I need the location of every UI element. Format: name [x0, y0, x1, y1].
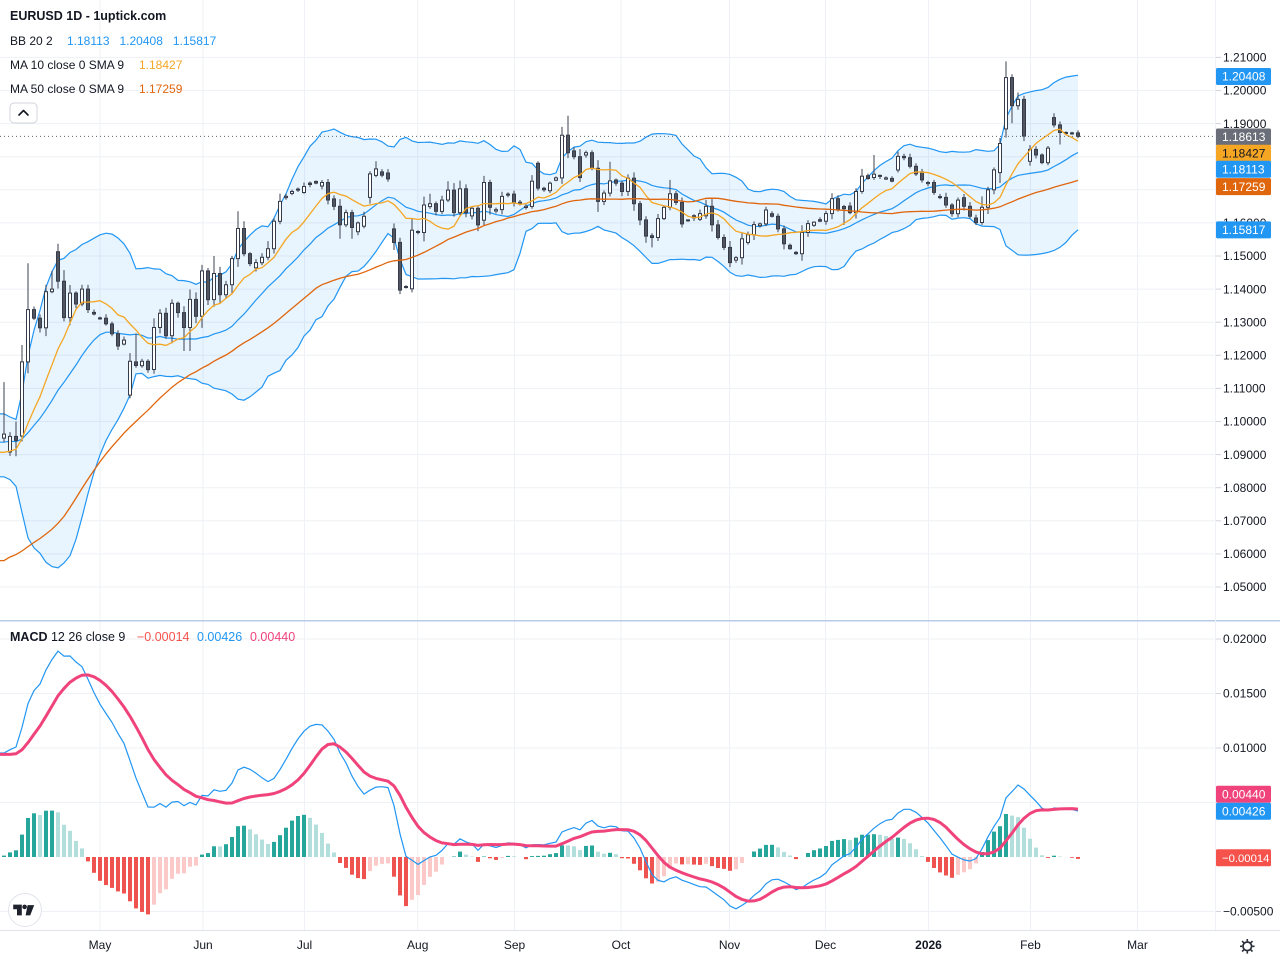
- svg-text:1.18113: 1.18113: [1222, 163, 1265, 177]
- svg-text:Nov: Nov: [719, 938, 740, 952]
- svg-text:EURUSD 1D - 1uptick.com: EURUSD 1D - 1uptick.com: [10, 9, 166, 23]
- svg-text:0.00426: 0.00426: [1222, 805, 1266, 819]
- svg-text:1.12000: 1.12000: [1223, 349, 1267, 363]
- svg-text:Sep: Sep: [504, 938, 526, 952]
- svg-text:Mar: Mar: [1127, 938, 1148, 952]
- svg-text:1.18427: 1.18427: [139, 58, 183, 72]
- svg-text:0.00440: 0.00440: [250, 630, 295, 644]
- svg-text:−0.00500: −0.00500: [1223, 905, 1274, 919]
- svg-text:Jun: Jun: [193, 938, 212, 952]
- svg-text:0.01000: 0.01000: [1223, 741, 1267, 755]
- svg-text:Jul: Jul: [297, 938, 312, 952]
- svg-text:1.17259: 1.17259: [139, 82, 183, 96]
- svg-text:−0.00014: −0.00014: [1222, 853, 1269, 865]
- svg-text:1.06000: 1.06000: [1223, 547, 1267, 561]
- svg-text:Aug: Aug: [407, 938, 428, 952]
- svg-text:1.13000: 1.13000: [1223, 315, 1267, 329]
- svg-text:1.15817: 1.15817: [1222, 223, 1266, 237]
- svg-text:1.14000: 1.14000: [1223, 282, 1267, 296]
- svg-text:1.10000: 1.10000: [1223, 415, 1267, 429]
- svg-text:Dec: Dec: [815, 938, 836, 952]
- svg-text:1.21000: 1.21000: [1223, 51, 1267, 65]
- svg-text:1.05000: 1.05000: [1223, 580, 1267, 594]
- svg-text:1.19000: 1.19000: [1223, 117, 1267, 131]
- svg-text:1.20408: 1.20408: [1222, 70, 1266, 84]
- svg-text:MA 50 close 0 SMA 9: MA 50 close 0 SMA 9: [10, 82, 124, 96]
- svg-text:0.00426: 0.00426: [197, 630, 242, 644]
- svg-text:MA 10 close 0 SMA 9: MA 10 close 0 SMA 9: [10, 58, 124, 72]
- svg-text:0.02000: 0.02000: [1223, 632, 1267, 646]
- svg-text:1.18613: 1.18613: [1222, 130, 1266, 144]
- svg-text:Oct: Oct: [612, 938, 631, 952]
- svg-text:1.18427: 1.18427: [1222, 146, 1266, 160]
- svg-text:1.09000: 1.09000: [1223, 448, 1267, 462]
- svg-text:BB 20 2: BB 20 2: [10, 34, 53, 48]
- svg-text:1.15000: 1.15000: [1223, 249, 1267, 263]
- svg-text:1.20000: 1.20000: [1223, 84, 1267, 98]
- svg-text:May: May: [89, 938, 112, 952]
- svg-text:0.00440: 0.00440: [1222, 787, 1266, 801]
- svg-text:MACD 12 26 close 9: MACD 12 26 close 9: [10, 630, 125, 644]
- svg-text:−0.00014: −0.00014: [137, 630, 190, 644]
- svg-text:1.18113 1.20408 1.15817: 1.18113 1.20408 1.15817: [67, 34, 217, 48]
- svg-text:1.11000: 1.11000: [1223, 382, 1266, 396]
- svg-text:1.17259: 1.17259: [1222, 180, 1266, 194]
- svg-text:Feb: Feb: [1020, 938, 1041, 952]
- svg-text:0.01500: 0.01500: [1223, 687, 1267, 701]
- svg-text:2026: 2026: [915, 938, 942, 952]
- svg-text:1.08000: 1.08000: [1223, 481, 1267, 495]
- svg-text:1.07000: 1.07000: [1223, 514, 1267, 528]
